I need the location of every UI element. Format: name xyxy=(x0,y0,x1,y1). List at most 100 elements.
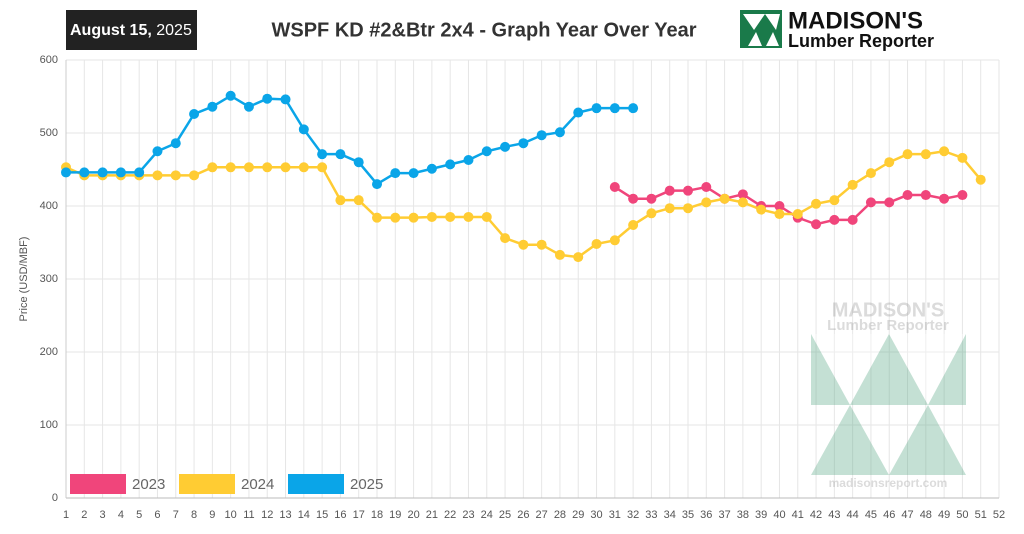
x-tick-label: 31 xyxy=(609,509,621,521)
data-point xyxy=(774,209,785,220)
data-point xyxy=(262,93,273,104)
series-line xyxy=(66,94,634,186)
data-point xyxy=(445,211,456,222)
data-point xyxy=(591,238,602,249)
data-point xyxy=(518,138,529,149)
data-point xyxy=(262,162,273,173)
data-point xyxy=(737,189,748,200)
x-tick-label: 12 xyxy=(261,509,273,521)
x-tick-label: 33 xyxy=(645,509,657,521)
data-point xyxy=(170,138,181,149)
x-tick-label: 24 xyxy=(481,509,493,521)
data-point xyxy=(701,182,712,193)
data-point xyxy=(500,233,511,244)
data-point xyxy=(353,157,364,168)
data-point xyxy=(847,214,858,225)
data-point xyxy=(426,163,437,174)
data-point xyxy=(920,190,931,201)
x-tick-label: 35 xyxy=(682,509,694,521)
x-tick-label: 32 xyxy=(627,509,639,521)
x-tick-label: 36 xyxy=(700,509,712,521)
data-point xyxy=(390,212,401,223)
y-axis-label: Price (USD/MBF) xyxy=(18,237,30,322)
x-tick-label: 8 xyxy=(191,509,197,521)
data-point xyxy=(243,162,254,173)
x-tick-label: 28 xyxy=(554,509,566,521)
x-tick-label: 50 xyxy=(956,509,968,521)
x-tick-label: 48 xyxy=(920,509,932,521)
data-point xyxy=(811,198,822,209)
data-point xyxy=(884,197,895,208)
data-point xyxy=(554,249,565,260)
data-point xyxy=(628,193,639,204)
data-point xyxy=(847,179,858,190)
data-point xyxy=(500,141,511,152)
watermark-subtitle: Lumber Reporter xyxy=(827,317,949,334)
y-tick-label: 0 xyxy=(52,492,58,504)
x-tick-label: 51 xyxy=(975,509,987,521)
data-point xyxy=(390,168,401,179)
date-badge xyxy=(66,10,197,50)
data-point xyxy=(243,101,254,112)
year: 2025 xyxy=(156,22,192,39)
x-tick-label: 9 xyxy=(209,509,215,521)
data-point xyxy=(737,197,748,208)
data-point xyxy=(939,193,950,204)
logo-name: MADISON'S xyxy=(788,7,923,34)
x-tick-label: 14 xyxy=(298,509,310,521)
x-tick-label: 23 xyxy=(462,509,474,521)
x-tick-label: 45 xyxy=(865,509,877,521)
data-point xyxy=(225,162,236,173)
data-point xyxy=(683,203,693,214)
data-point xyxy=(829,214,840,225)
x-tick-label: 15 xyxy=(316,509,328,521)
x-tick-label: 49 xyxy=(938,509,950,521)
watermark: MADISON'S Lumber Reporter madisonsreport… xyxy=(811,299,966,490)
x-tick-label: 40 xyxy=(773,509,785,521)
y-tick-label: 400 xyxy=(40,200,58,212)
y-tick-label: 200 xyxy=(40,346,58,358)
x-tick-label: 25 xyxy=(499,509,511,521)
data-point xyxy=(701,197,712,208)
x-tick-label: 6 xyxy=(154,509,160,521)
x-tick-label: 47 xyxy=(901,509,913,521)
x-tick-label: 38 xyxy=(737,509,749,521)
watermark-cut xyxy=(811,334,966,405)
data-point xyxy=(975,174,986,185)
x-tick-label: 22 xyxy=(444,509,456,521)
data-point xyxy=(189,170,200,181)
legend-label: 2023 xyxy=(132,476,165,493)
x-tick-label: 44 xyxy=(847,509,859,521)
x-tick-label: 11 xyxy=(243,509,254,521)
x-tick-label: 39 xyxy=(755,509,767,521)
data-point xyxy=(518,239,529,250)
x-tick-label: 10 xyxy=(225,509,237,521)
y-tick-label: 500 xyxy=(40,127,58,139)
data-point xyxy=(134,167,145,178)
data-point xyxy=(372,212,382,223)
y-tick-label: 100 xyxy=(40,419,58,431)
data-point xyxy=(372,179,382,190)
x-tick-label: 7 xyxy=(173,509,179,521)
date: August 15, xyxy=(70,22,152,39)
data-point xyxy=(189,109,200,120)
data-point xyxy=(97,167,108,178)
data-point xyxy=(225,90,236,101)
x-tick-label: 46 xyxy=(883,509,895,521)
x-tick-label: 17 xyxy=(353,509,365,521)
data-point xyxy=(280,162,291,173)
data-point xyxy=(353,195,364,206)
x-tick-label: 4 xyxy=(118,509,124,521)
x-tick-label: 27 xyxy=(536,509,548,521)
legend-label: 2025 xyxy=(350,476,383,493)
data-point xyxy=(481,146,492,157)
data-point xyxy=(609,235,620,246)
data-point xyxy=(628,103,639,114)
data-point xyxy=(865,197,876,208)
watermark-box xyxy=(811,334,966,405)
legend-swatch xyxy=(70,474,126,494)
data-point xyxy=(61,167,71,178)
data-point xyxy=(609,103,620,114)
